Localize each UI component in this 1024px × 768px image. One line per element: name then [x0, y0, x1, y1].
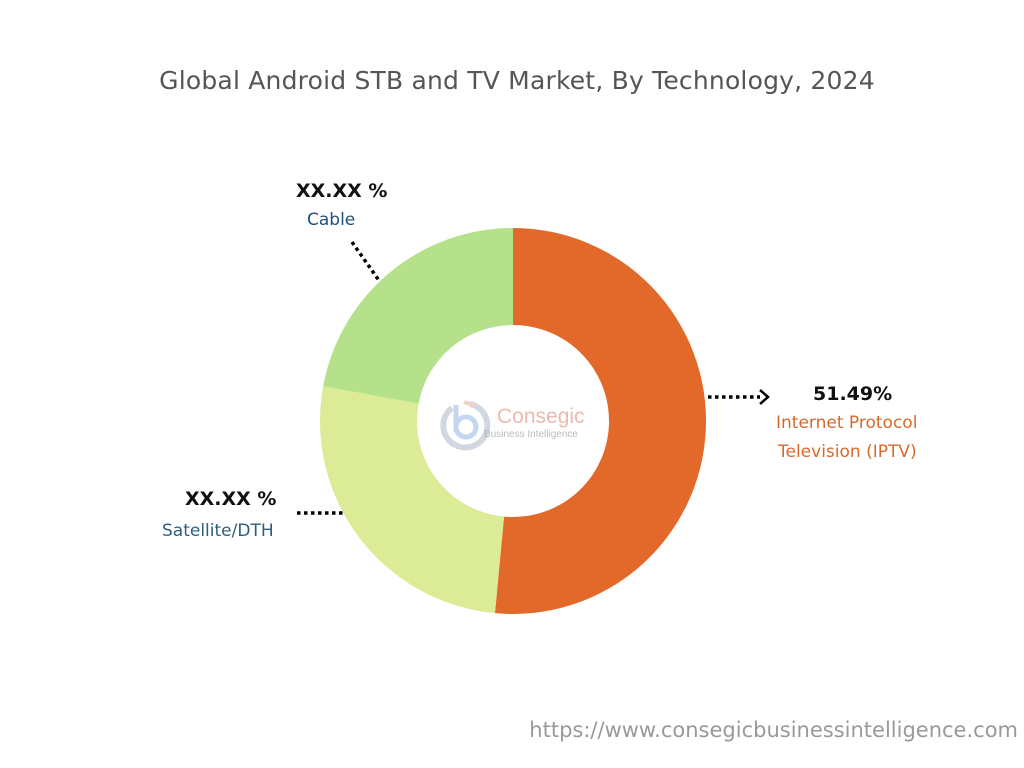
chart-title: Global Android STB and TV Market, By Tec…: [159, 66, 875, 95]
donut-slice-satellite-dth: [319, 386, 505, 614]
watermark-tagline: Business Intelligence: [484, 429, 578, 440]
value-label-cable: XX.XX %: [296, 180, 388, 202]
watermark-brand: Consegic: [497, 405, 585, 428]
category-label-iptv-line1: Internet Protocol: [776, 413, 918, 433]
leader-arrow-iptv: [759, 389, 770, 405]
category-label-cable: Cable: [307, 210, 356, 230]
donut-slice-cable: [323, 228, 513, 404]
footer-url[interactable]: https://www.consegicbusinessintelligence…: [529, 718, 1018, 742]
value-label-iptv: 51.49%: [813, 383, 893, 405]
donut-slice-internet-protocol-television-iptv: [494, 228, 706, 614]
category-label-iptv-line2: Television (IPTV): [778, 442, 917, 462]
leader-line-cable: [350, 240, 382, 284]
value-label-satellite: XX.XX %: [185, 488, 277, 510]
leader-lines: [297, 240, 770, 515]
watermark-logo: [440, 400, 491, 451]
category-label-satellite: Satellite/DTH: [162, 521, 274, 541]
